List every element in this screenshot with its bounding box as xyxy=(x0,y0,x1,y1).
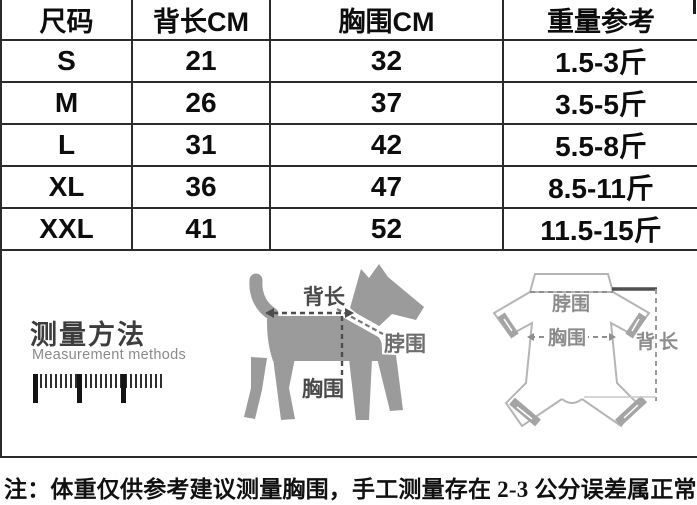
cell-size: M xyxy=(0,81,133,125)
cell-weight: 8.5-11斤 xyxy=(502,165,697,209)
garment-diagram: 脖围 胸围 背长 xyxy=(492,273,682,428)
disclaimer-note: 注：体重仅供参考建议测量胸围，手工测量存在 2-3 公分误差属正常 xyxy=(4,477,697,502)
cell-chest: 37 xyxy=(269,81,504,125)
header-back-length: 背长CM xyxy=(131,0,271,41)
cell-weight: 1.5-3斤 xyxy=(502,39,697,83)
garment-chest-label: 胸围 xyxy=(548,326,586,349)
cell-size: L xyxy=(0,123,133,167)
cell-weight: 3.5-5斤 xyxy=(502,81,697,125)
cell-size: S xyxy=(0,39,133,83)
table-row: M 26 37 3.5-5斤 xyxy=(0,81,697,125)
dog-leg xyxy=(349,359,372,420)
dog-back-length-label: 背长 xyxy=(303,285,346,309)
header-size: 尺码 xyxy=(0,0,133,41)
arrow-right-icon xyxy=(345,308,354,318)
garment-collar xyxy=(528,273,615,293)
dog-neck-label: 脖围 xyxy=(384,333,426,356)
dog-tail xyxy=(249,273,279,321)
table-row: XL 36 47 8.5-11斤 xyxy=(0,165,697,209)
cell-back: 26 xyxy=(131,81,271,125)
arrow-right-icon xyxy=(609,333,616,341)
table-row: XXL 41 52 11.5-15斤 xyxy=(0,207,697,251)
cell-back: 36 xyxy=(131,165,271,209)
table-header-row: 尺码 背长CM 胸围CM 重量参考 xyxy=(0,0,697,41)
cell-weight: 5.5-8斤 xyxy=(502,123,697,167)
cell-chest: 52 xyxy=(269,207,504,251)
clipped-border-mark xyxy=(693,0,696,14)
cell-back: 21 xyxy=(131,39,271,83)
dog-leg xyxy=(244,357,267,419)
garment-neck-label: 脖围 xyxy=(552,292,590,315)
dog-body xyxy=(266,316,382,361)
table-row: L 31 42 5.5-8斤 xyxy=(0,123,697,167)
measurement-method-subtitle: Measurement methods xyxy=(32,347,186,363)
measurement-diagram-cell: 测量方法 Measurement methods xyxy=(0,249,697,458)
arrow-left-icon xyxy=(527,333,534,341)
table-row: S 21 32 1.5-3斤 xyxy=(0,39,697,83)
cuff-hatch xyxy=(509,397,541,427)
cell-back: 41 xyxy=(131,207,271,251)
dog-silhouette-diagram: 背长 脖围 胸围 xyxy=(244,264,426,420)
dog-leg xyxy=(273,358,295,420)
dog-chest-label: 胸围 xyxy=(302,377,344,401)
cell-back: 31 xyxy=(131,123,271,167)
garment-back-length-label: 背长 xyxy=(636,330,682,353)
cell-size: XL xyxy=(0,165,133,209)
cell-weight: 11.5-15斤 xyxy=(502,207,697,251)
cell-chest: 32 xyxy=(269,39,504,83)
header-chest: 胸围CM xyxy=(269,0,504,41)
dog-leg xyxy=(376,354,403,411)
dog-head xyxy=(350,264,424,329)
neck-measure-line xyxy=(336,308,384,335)
arrow-left-icon xyxy=(265,308,274,318)
cell-chest: 42 xyxy=(269,123,504,167)
ruler-icon xyxy=(33,374,169,404)
header-weight: 重量参考 xyxy=(502,0,697,41)
measurement-diagram: 测量方法 Measurement methods xyxy=(3,252,697,455)
cell-chest: 47 xyxy=(269,165,504,209)
garment-outline xyxy=(492,291,563,428)
size-table: 尺码 背长CM 胸围CM 重量参考 S 21 32 1.5-3斤 M 26 37… xyxy=(0,0,697,458)
cell-size: XXL xyxy=(0,207,133,251)
measurement-method-title: 测量方法 xyxy=(30,320,146,350)
